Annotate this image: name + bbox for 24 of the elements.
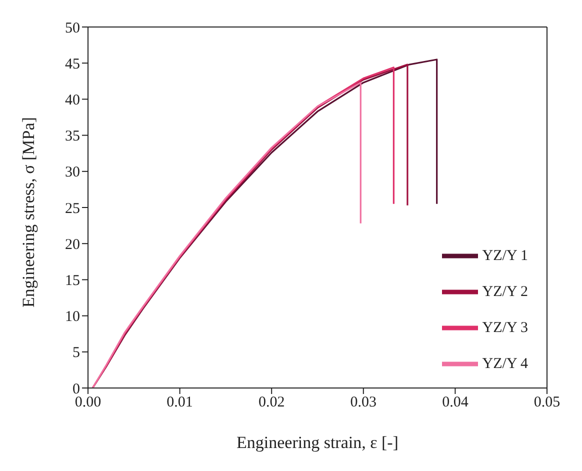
legend-label: YZ/Y 1 [482,248,528,264]
x-tick-label: 0.02 [258,394,285,411]
y-tick-label: 5 [72,345,80,362]
y-axis-title: Engineering stress, σ [MPa] [19,117,38,308]
y-tick-label: 10 [65,309,80,326]
y-tick-label: 40 [65,92,80,109]
x-axis-title: Engineering strain, ε [-] [236,433,398,452]
x-tick-label: 0.03 [350,394,377,411]
y-tick-label: 35 [65,128,80,145]
y-tick-label: 50 [65,20,80,36]
line-series [92,82,362,388]
y-tick-label: 20 [65,236,80,253]
x-tick-label: 0.05 [534,394,560,411]
x-tick-label: 0.04 [442,394,469,411]
legend-label: YZ/Y 4 [482,356,528,372]
y-tick-label: 15 [65,273,80,290]
y-tick-label: 30 [65,164,80,181]
y-tick-label: 25 [65,200,80,217]
y-tick-label: 0 [72,381,80,398]
legend-label: YZ/Y 2 [482,284,528,300]
x-tick-label: 0.00 [74,394,102,411]
legend-label: YZ/Y 3 [482,320,528,336]
y-tick-label: 45 [65,56,80,72]
x-tick-label: 0.01 [166,394,193,411]
